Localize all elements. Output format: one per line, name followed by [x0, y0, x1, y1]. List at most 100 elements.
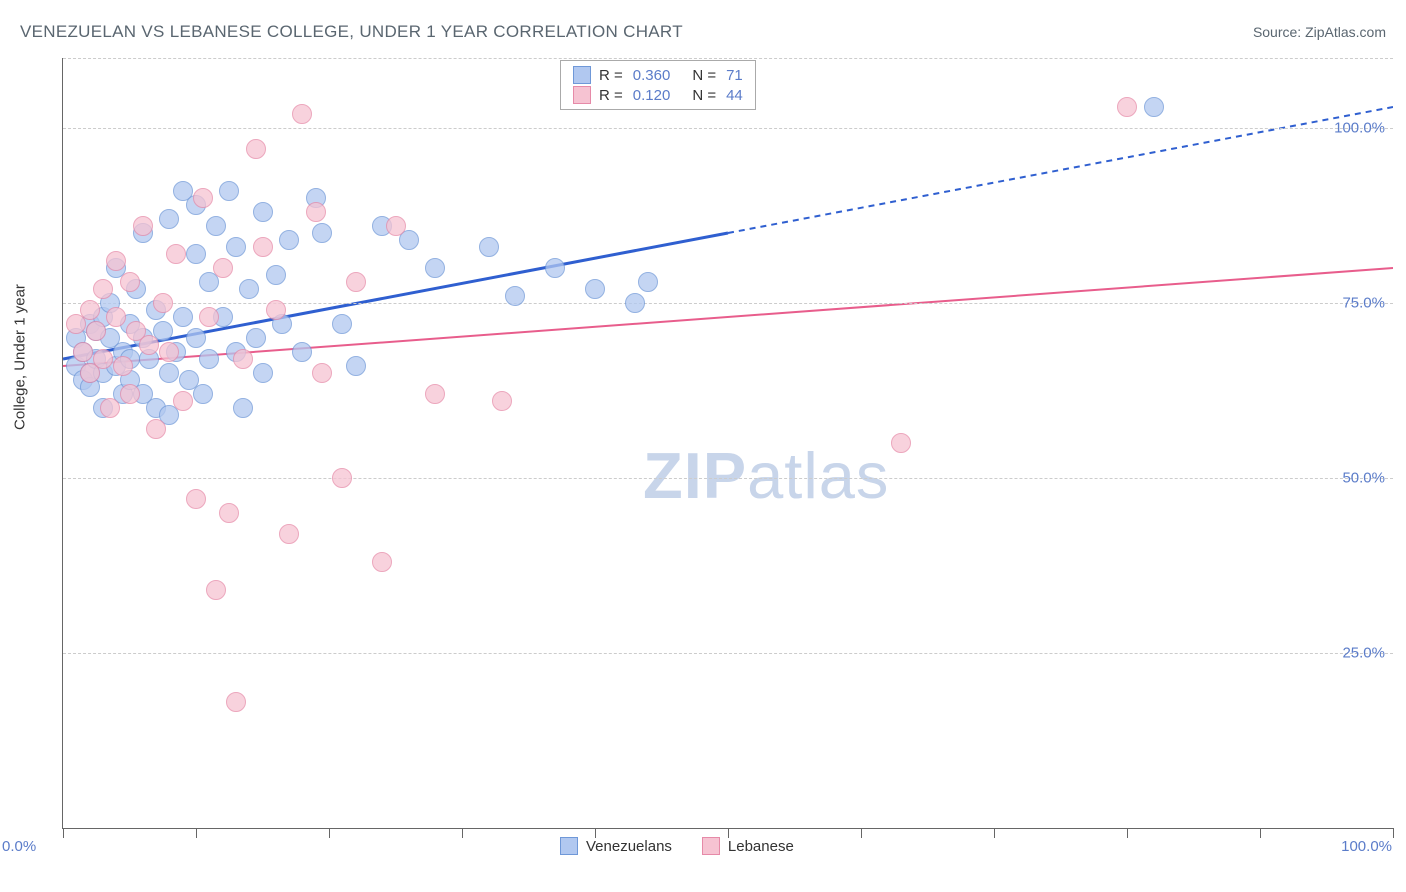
data-point	[233, 398, 253, 418]
y-tick-label: 75.0%	[1342, 295, 1385, 312]
legend-swatch	[573, 86, 591, 104]
data-point	[312, 223, 332, 243]
data-point	[199, 349, 219, 369]
legend-item: Lebanese	[702, 837, 794, 855]
data-point	[312, 363, 332, 383]
watermark: ZIPatlas	[643, 438, 889, 513]
data-point	[133, 216, 153, 236]
data-point	[585, 279, 605, 299]
legend-n-label: N =	[692, 87, 716, 104]
data-point	[306, 202, 326, 222]
legend-n-label: N =	[692, 67, 716, 84]
data-point	[638, 272, 658, 292]
series-legend: Venezuelans Lebanese	[560, 837, 794, 855]
data-point	[266, 265, 286, 285]
data-point	[199, 307, 219, 327]
legend-n-value: 44	[726, 87, 743, 104]
data-point	[153, 293, 173, 313]
data-point	[425, 258, 445, 278]
data-point	[279, 230, 299, 250]
gridline	[63, 58, 1393, 59]
data-point	[233, 349, 253, 369]
data-point	[166, 244, 186, 264]
legend-r-value: 0.120	[633, 87, 671, 104]
data-point	[479, 237, 499, 257]
y-tick-label: 50.0%	[1342, 470, 1385, 487]
data-point	[253, 202, 273, 222]
correlation-legend: R =0.360N =71R =0.120N =44	[560, 60, 756, 110]
gridline	[63, 303, 1393, 304]
legend-swatch	[560, 837, 578, 855]
x-tick	[861, 828, 862, 838]
data-point	[206, 216, 226, 236]
legend-series-name: Venezuelans	[586, 838, 672, 855]
legend-row: R =0.360N =71	[573, 65, 743, 85]
data-point	[246, 328, 266, 348]
data-point	[425, 384, 445, 404]
data-point	[120, 272, 140, 292]
data-point	[106, 307, 126, 327]
data-point	[346, 272, 366, 292]
data-point	[73, 342, 93, 362]
legend-r-value: 0.360	[633, 67, 671, 84]
data-point	[186, 244, 206, 264]
data-point	[113, 356, 133, 376]
data-point	[239, 279, 259, 299]
legend-swatch	[573, 66, 591, 84]
data-point	[193, 384, 213, 404]
data-point	[1144, 97, 1164, 117]
data-point	[1117, 97, 1137, 117]
data-point	[139, 335, 159, 355]
data-point	[372, 552, 392, 572]
data-point	[80, 300, 100, 320]
x-tick	[1393, 828, 1394, 838]
data-point	[186, 489, 206, 509]
data-point	[253, 363, 273, 383]
data-point	[159, 363, 179, 383]
legend-swatch	[702, 837, 720, 855]
data-point	[100, 398, 120, 418]
legend-series-name: Lebanese	[728, 838, 794, 855]
data-point	[292, 104, 312, 124]
data-point	[266, 300, 286, 320]
y-axis-label: College, Under 1 year	[12, 284, 29, 430]
data-point	[246, 139, 266, 159]
data-point	[625, 293, 645, 313]
data-point	[545, 258, 565, 278]
data-point	[173, 307, 193, 327]
data-point	[173, 391, 193, 411]
x-tick	[1127, 828, 1128, 838]
data-point	[93, 279, 113, 299]
y-tick-label: 25.0%	[1342, 645, 1385, 662]
legend-r-label: R =	[599, 87, 623, 104]
gridline	[63, 478, 1393, 479]
data-point	[193, 188, 213, 208]
legend-row: R = 0.120 N = 44	[573, 85, 743, 105]
data-point	[120, 384, 140, 404]
data-point	[206, 580, 226, 600]
data-point	[106, 251, 126, 271]
data-point	[159, 342, 179, 362]
plot-area: ZIPatlas 25.0% 50.0% 75.0% 100.0%	[62, 58, 1393, 829]
data-point	[386, 216, 406, 236]
data-point	[492, 391, 512, 411]
data-point	[226, 237, 246, 257]
data-point	[332, 468, 352, 488]
x-tick	[462, 828, 463, 838]
data-point	[159, 209, 179, 229]
x-tick	[329, 828, 330, 838]
data-point	[146, 419, 166, 439]
data-point	[93, 349, 113, 369]
legend-r-label: R =	[599, 67, 623, 84]
y-tick-label: 100.0%	[1334, 120, 1385, 137]
data-point	[891, 433, 911, 453]
x-axis-max-label: 100.0%	[1341, 838, 1392, 855]
x-tick	[63, 828, 64, 838]
gridline	[63, 128, 1393, 129]
legend-item: Venezuelans	[560, 837, 672, 855]
chart-container: VENEZUELAN VS LEBANESE COLLEGE, UNDER 1 …	[0, 0, 1406, 892]
data-point	[253, 237, 273, 257]
gridline	[63, 653, 1393, 654]
data-point	[279, 524, 299, 544]
data-point	[219, 181, 239, 201]
